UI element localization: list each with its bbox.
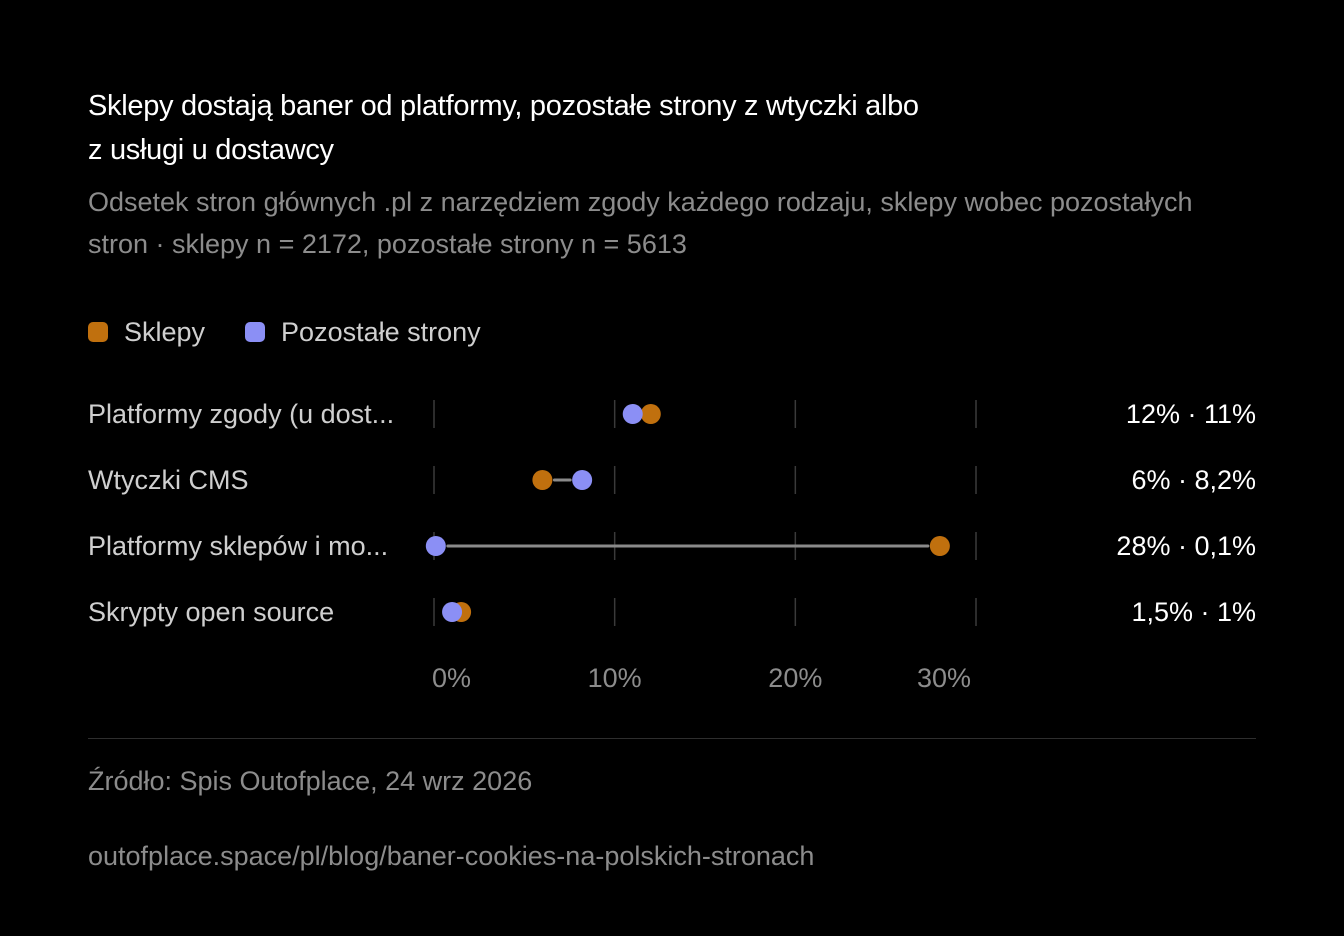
- legend-swatch-sklepy: [88, 322, 108, 342]
- dot-sklepy: [532, 470, 553, 490]
- category-label: Platformy zgody (u dost...: [88, 399, 394, 429]
- chart-title-line-1: Sklepy dostają baner od platformy, pozos…: [88, 90, 919, 122]
- value-label: 12% · 11%: [1126, 399, 1256, 429]
- chart-title-line-2: z usługi u dostawcy: [88, 134, 334, 166]
- x-tick-label: 10%: [588, 663, 642, 693]
- chart-subtitle-line-1: Odsetek stron głównych .pl z narzędziem …: [88, 187, 1193, 217]
- category-label: Wtyczki CMS: [88, 465, 248, 495]
- category-label: Platformy sklepów i mo...: [88, 531, 388, 561]
- legend-label-sklepy: Sklepy: [124, 316, 206, 347]
- value-label: 1,5% · 1%: [1131, 597, 1256, 627]
- chart-subtitle: Odsetek stron głównych .pl z narzędziem …: [88, 181, 1268, 265]
- chart-subtitle-line-2: stron · sklepy n = 2172, pozostałe stron…: [88, 229, 687, 259]
- footer-divider: [88, 738, 1256, 739]
- source-url: outofplace.space/pl/blog/baner-cookies-n…: [88, 841, 815, 871]
- dumbbell-chart: Platformy zgody (u dost... 12% · 11% Wtycz…: [88, 399, 1256, 693]
- source-note: Źródło: Spis Outofplace, 24 wrz 2026: [88, 766, 533, 796]
- x-tick-label: 0%: [432, 663, 471, 693]
- x-tick-label: 20%: [768, 663, 822, 693]
- chart-legend: Sklepy Pozostałe strony: [88, 312, 481, 352]
- dot-pozostale: [442, 602, 463, 622]
- legend-item-sklepy: Sklepy: [88, 317, 205, 348]
- value-label: 6% · 8,2%: [1131, 465, 1256, 495]
- dot-sklepy: [929, 536, 950, 556]
- category-label: Skrypty open source: [88, 597, 334, 627]
- x-tick-label: 30%: [917, 663, 971, 693]
- chart-title: Sklepy dostają baner od platformy, pozos…: [88, 84, 1048, 172]
- legend-swatch-pozostale: [245, 322, 266, 342]
- dot-sklepy: [640, 404, 661, 424]
- legend-item-pozostale: Pozostałe strony: [245, 317, 481, 348]
- legend-label-pozostale: Pozostałe strony: [281, 316, 481, 347]
- value-label: 28% · 0,1%: [1116, 531, 1256, 561]
- dot-pozostale: [622, 404, 643, 424]
- dot-pozostale: [425, 536, 446, 556]
- dot-pozostale: [572, 470, 593, 490]
